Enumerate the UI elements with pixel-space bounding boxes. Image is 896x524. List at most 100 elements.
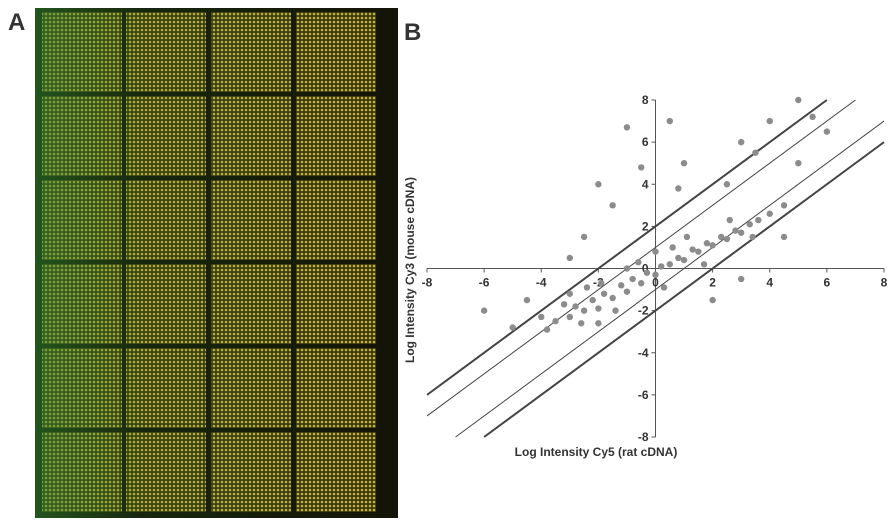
- data-point: [726, 216, 733, 224]
- data-point: [666, 261, 673, 268]
- data-point: [683, 233, 691, 241]
- data-point: [566, 254, 574, 262]
- data-point: [666, 117, 673, 125]
- y-tick-label: 2: [642, 219, 649, 233]
- data-point: [658, 263, 665, 270]
- x-tick-label: 2: [709, 276, 716, 290]
- data-point: [578, 320, 585, 327]
- data-point: [635, 258, 642, 266]
- y-tick-label: 8: [642, 93, 649, 107]
- data-point: [618, 282, 625, 289]
- data-point: [609, 294, 616, 302]
- reference-line: [426, 99, 828, 396]
- data-point: [737, 275, 745, 283]
- data-point: [589, 296, 596, 304]
- reference-line: [455, 120, 885, 438]
- data-point: [538, 313, 545, 321]
- data-point: [623, 288, 631, 295]
- x-tick-label: 4: [766, 276, 773, 290]
- data-point: [823, 128, 831, 135]
- y-tick-label: -6: [638, 388, 649, 402]
- x-axis-label: Log Intensity Cy5 (rat cDNA): [515, 445, 678, 459]
- data-point: [623, 265, 631, 272]
- data-point: [795, 96, 802, 104]
- microarray-image: [35, 8, 398, 518]
- x-tick-label: 6: [824, 276, 831, 290]
- data-point: [638, 164, 645, 171]
- x-tick-label: 0: [652, 276, 659, 290]
- data-point: [595, 320, 602, 327]
- data-point: [675, 254, 682, 262]
- data-point: [737, 229, 745, 236]
- data-point: [598, 280, 605, 287]
- data-point: [755, 216, 762, 224]
- y-tick-label: -4: [638, 346, 649, 360]
- data-point: [732, 227, 739, 234]
- data-point: [752, 149, 759, 156]
- data-point: [543, 326, 551, 333]
- data-point: [660, 284, 668, 291]
- data-point: [766, 210, 773, 217]
- data-point: [612, 307, 619, 314]
- green-overlay: [35, 8, 398, 518]
- y-tick-label: 6: [642, 135, 649, 149]
- panel-label: B: [404, 19, 421, 46]
- data-point: [737, 138, 745, 146]
- data-point: [669, 244, 676, 251]
- data-point: [723, 235, 731, 243]
- panel-label: A: [8, 9, 25, 36]
- data-point: [680, 256, 688, 264]
- data-point: [566, 290, 574, 297]
- y-tick-label: 4: [642, 177, 649, 191]
- y-tick-label: 0: [642, 262, 649, 276]
- data-point: [629, 275, 636, 283]
- data-point: [583, 284, 591, 291]
- data-point: [689, 246, 696, 253]
- data-point: [780, 202, 788, 209]
- data-point: [609, 202, 616, 209]
- data-point: [652, 248, 659, 255]
- data-point: [703, 240, 711, 247]
- data-point: [638, 280, 645, 287]
- data-point: [595, 305, 602, 312]
- data-point: [560, 301, 568, 308]
- data-point: [700, 261, 708, 268]
- data-point: [709, 296, 716, 304]
- y-tick-label: -2: [638, 304, 649, 318]
- data-point: [809, 113, 816, 121]
- data-point: [623, 124, 631, 131]
- data-point: [717, 233, 725, 241]
- data-point: [580, 233, 588, 241]
- x-tick-label: -6: [479, 276, 490, 290]
- data-point: [695, 248, 702, 255]
- x-tick-label: -8: [422, 276, 433, 290]
- data-point: [509, 324, 516, 331]
- data-point: [795, 159, 802, 167]
- data-point: [480, 307, 488, 314]
- data-point: [572, 303, 579, 310]
- y-axis-label: Log Intensity Cy3 (mouse cDNA): [403, 177, 417, 363]
- x-tick-label: 8: [881, 276, 888, 290]
- reference-line: [483, 141, 885, 438]
- data-point: [675, 185, 682, 192]
- data-point: [709, 242, 716, 249]
- data-point: [723, 181, 731, 188]
- data-point: [566, 313, 574, 321]
- data-point: [580, 307, 588, 314]
- data-point: [523, 296, 531, 304]
- y-tick-label: -8: [638, 430, 649, 444]
- data-point: [780, 233, 788, 241]
- data-point: [746, 221, 753, 228]
- data-point: [749, 233, 756, 241]
- data-point: [643, 269, 651, 276]
- data-point: [552, 317, 559, 325]
- reference-line: [426, 99, 856, 417]
- data-point: [680, 159, 688, 167]
- data-point: [595, 181, 602, 188]
- data-point: [600, 290, 608, 297]
- data-point: [766, 117, 773, 125]
- data-point: [652, 271, 659, 279]
